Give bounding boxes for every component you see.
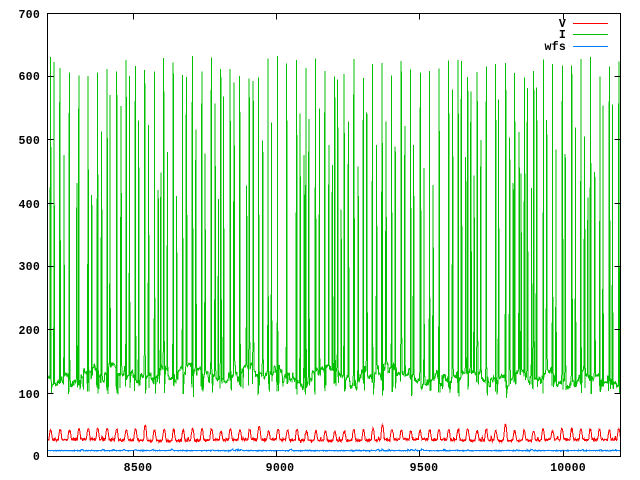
svg-text:500: 500: [19, 135, 40, 148]
svg-text:0: 0: [33, 451, 40, 464]
svg-text:9500: 9500: [410, 462, 439, 475]
svg-text:300: 300: [19, 261, 40, 274]
svg-text:8500: 8500: [124, 462, 153, 475]
svg-text:200: 200: [19, 325, 40, 338]
svg-text:600: 600: [19, 71, 40, 84]
svg-text:wfs: wfs: [545, 41, 566, 54]
svg-text:I: I: [559, 29, 566, 42]
svg-text:400: 400: [19, 199, 40, 212]
svg-text:100: 100: [19, 389, 40, 402]
svg-text:V: V: [559, 18, 566, 31]
svg-text:10000: 10000: [550, 462, 586, 475]
svg-text:9000: 9000: [266, 462, 295, 475]
svg-text:700: 700: [19, 9, 40, 22]
